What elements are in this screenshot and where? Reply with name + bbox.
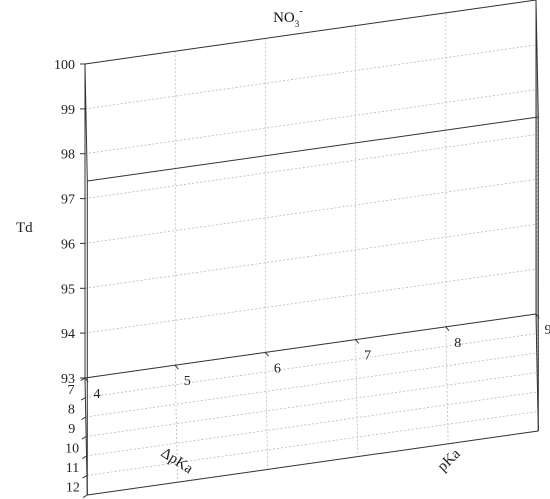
floor-gridline-y <box>445 326 449 444</box>
y-tick-label: 6 <box>274 361 281 376</box>
title-main: NO <box>273 10 295 26</box>
z-tick-label: 93 <box>61 372 75 387</box>
y-tick-mark <box>535 313 540 319</box>
title-subscript: 3 <box>295 19 300 29</box>
chart-title: NO3 - <box>273 5 303 29</box>
floor-gridline-x <box>85 352 537 418</box>
y-tick-label: 5 <box>184 374 191 389</box>
y-tick-mark <box>265 352 269 357</box>
x-tick-mark <box>81 436 87 440</box>
z-tick-label: 95 <box>61 282 75 297</box>
y-tick-mark <box>355 339 360 344</box>
title-superscript: - <box>299 5 303 17</box>
floor-gridline-y <box>265 352 269 470</box>
x-tick-label: 12 <box>66 481 80 496</box>
floor-edge <box>87 430 539 496</box>
z-tick-label: 96 <box>61 237 75 252</box>
y-axis-label: pKa <box>435 446 464 475</box>
y-tick-label: 9 <box>545 323 550 338</box>
y-tick-label: 4 <box>94 387 101 402</box>
grid-layer <box>84 0 539 496</box>
y-axis-line <box>84 313 537 379</box>
floor-gridline-y <box>174 365 178 483</box>
z-tick-label: 100 <box>54 58 75 73</box>
x-tick-label: 11 <box>66 461 79 476</box>
floor-gridline-y <box>355 339 359 457</box>
x-tick-mark <box>82 475 88 479</box>
tick-labels: 7891011121345678993949596979899100 <box>54 58 550 499</box>
z-tick-label: 98 <box>61 148 75 163</box>
top-edge <box>87 116 539 182</box>
x-tick-label: 8 <box>68 403 75 418</box>
x-tick-mark <box>82 494 88 499</box>
z-tick-label: 94 <box>61 327 75 342</box>
floor-gridline-x <box>85 333 537 398</box>
z-tick-label: 99 <box>61 103 75 118</box>
x-tick-label: 7 <box>68 383 75 398</box>
y-tick-mark <box>174 364 179 370</box>
top-edge <box>84 63 88 182</box>
x-tick-mark <box>80 397 86 401</box>
x-tick-mark <box>82 455 87 460</box>
x-tick-label: 9 <box>68 422 75 437</box>
z-tick-label: 97 <box>61 193 75 208</box>
floor-gridline-x <box>86 391 538 457</box>
y-tick-mark <box>445 326 450 332</box>
z-axis-label: Td <box>16 220 33 236</box>
x-tick-label: 10 <box>65 442 79 457</box>
y-tick-mark <box>84 377 89 383</box>
y-tick-label: 8 <box>454 336 461 351</box>
top-edge <box>535 0 539 118</box>
floor-gridline-x <box>86 372 538 437</box>
x-tick-mark <box>81 416 87 421</box>
axis-frame <box>84 0 539 496</box>
top-edge <box>84 0 537 65</box>
y-tick-label: 7 <box>364 349 371 364</box>
floor-gridline-x <box>86 411 538 476</box>
